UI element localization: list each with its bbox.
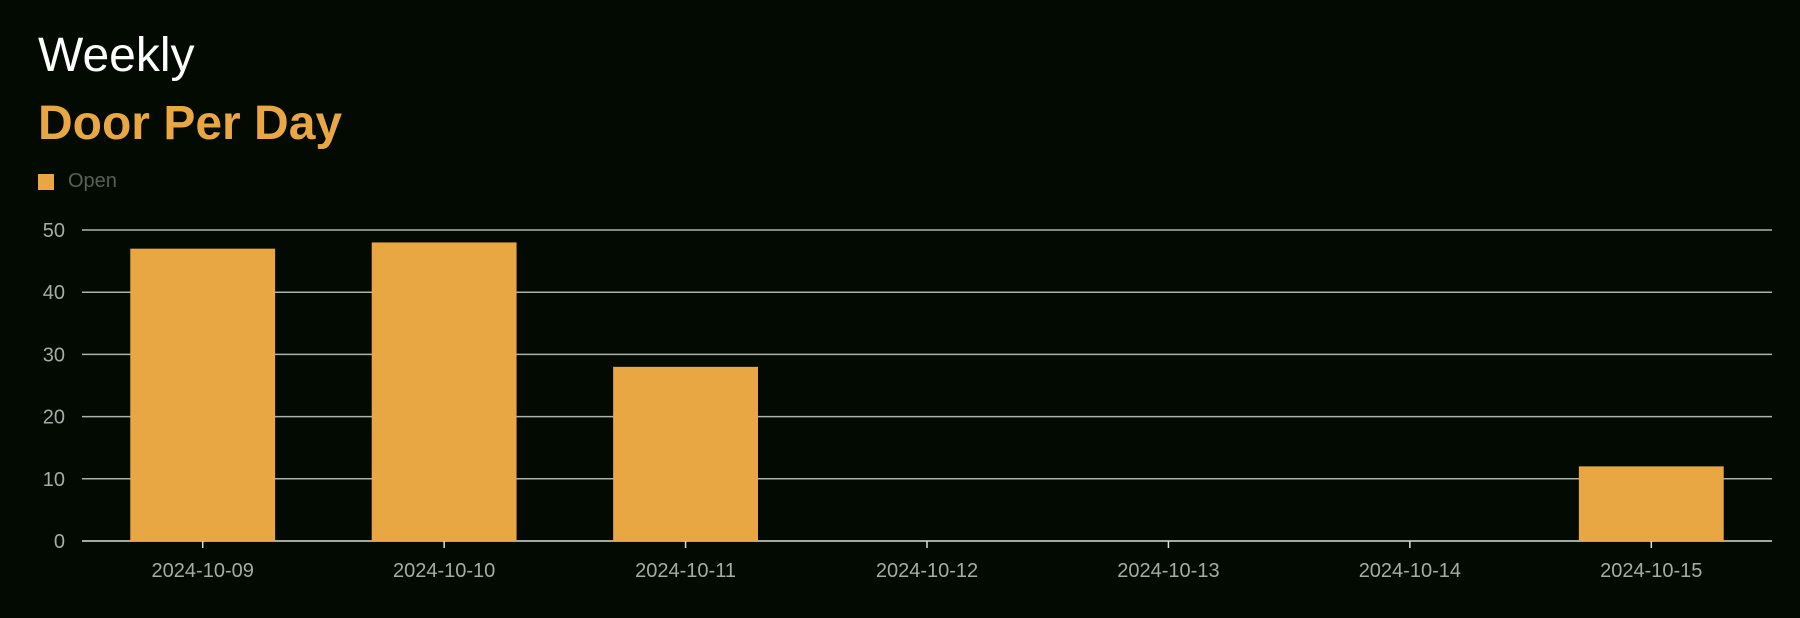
y-tick-label-50: 50 xyxy=(43,220,65,242)
bar-2024-10-09 xyxy=(130,248,276,541)
chart-subtitle: Door Per Day xyxy=(38,97,343,150)
y-tick-label-40: 40 xyxy=(43,282,65,304)
x-tick-label-2024-10-12: 2024-10-12 xyxy=(876,560,978,582)
y-tick-label-0: 0 xyxy=(54,531,65,553)
y-tick-label-10: 10 xyxy=(43,469,65,491)
x-tick-label-2024-10-15: 2024-10-15 xyxy=(1600,560,1702,582)
x-tick-label-2024-10-09: 2024-10-09 xyxy=(152,560,254,582)
bar-2024-10-11 xyxy=(613,366,758,541)
bar-2024-10-15 xyxy=(1578,466,1724,541)
legend-label-open: Open xyxy=(68,170,117,192)
x-tick-label-2024-10-14: 2024-10-14 xyxy=(1359,560,1461,582)
bar-2024-10-10 xyxy=(371,242,517,541)
chart-title: Weekly xyxy=(38,29,195,82)
legend-swatch-open xyxy=(38,173,54,190)
x-tick-label-2024-10-13: 2024-10-13 xyxy=(1117,560,1219,582)
x-tick-label-2024-10-11: 2024-10-11 xyxy=(635,560,736,582)
legend[interactable]: Open xyxy=(38,170,117,193)
y-tick-label-20: 20 xyxy=(43,407,65,429)
y-tick-label-30: 30 xyxy=(43,344,65,366)
x-tick-label-2024-10-10: 2024-10-10 xyxy=(393,560,495,582)
